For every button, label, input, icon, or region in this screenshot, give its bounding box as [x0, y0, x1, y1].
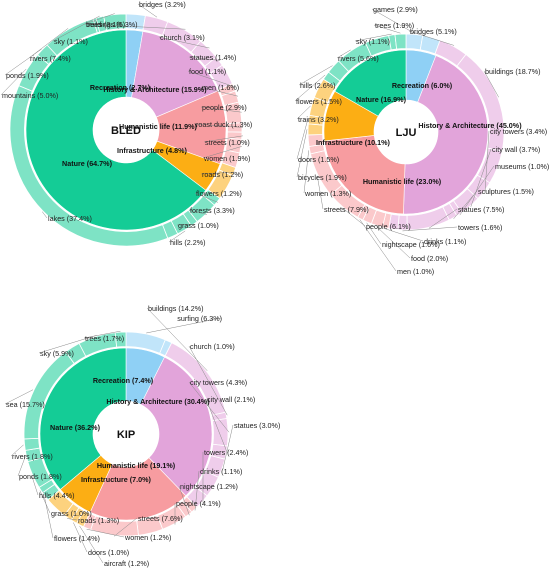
- outer-label-1-16: people (6.1%): [366, 222, 411, 231]
- outer-label-2-6: statues (3.0%): [234, 421, 280, 430]
- outer-slice-1-20: [308, 124, 323, 135]
- outer-label-2-3: church (1.0%): [190, 342, 235, 351]
- inner-label-nature-1: Nature (16.9%): [356, 95, 407, 104]
- outer-label-2-20: grass (1.0%): [51, 509, 92, 518]
- outer-slice-1-29: [395, 34, 406, 49]
- outer-label-0-8: people (2.9%): [202, 103, 247, 112]
- inner-label-infrastructure-2: Infrastructure (7.0%): [81, 475, 152, 484]
- outer-label-1-24: flowers (1.5%): [296, 97, 342, 106]
- outer-label-1-6: city wall (3.7%): [492, 145, 540, 154]
- outer-label-2-15: aircraft (1.2%): [104, 559, 149, 568]
- outer-label-2-8: towers (2.4%): [204, 448, 248, 457]
- outer-label-2-5: city wall (2.1%): [207, 395, 255, 404]
- outer-label-1-18: women (1.3%): [304, 189, 351, 198]
- inner-label-infrastructure-1: Infrastructure (10.1%): [316, 138, 390, 147]
- outer-label-0-9: roast duck (1.3%): [196, 120, 252, 129]
- sunburst-bled: bridges (3.2%)buildings (5.3%)church (3.…: [1, 0, 252, 247]
- outer-label-1-8: sculptures (1.5%): [478, 187, 534, 196]
- outer-label-0-4: statues (1.4%): [190, 53, 236, 62]
- outer-label-2-14: women (1.2%): [124, 533, 171, 542]
- chart-title-lju: LJU: [396, 127, 417, 139]
- outer-label-1-15: men (1.0%): [397, 267, 434, 276]
- outer-label-0-7: men (1.6%): [202, 83, 239, 92]
- outer-label-2-16: doors (1.0%): [88, 548, 129, 557]
- inner-label-infrastructure-0: Infrastructure (4.8%): [117, 146, 188, 155]
- outer-label-1-21: doors (1.5%): [298, 155, 339, 164]
- leader-line-1-21: [297, 119, 308, 159]
- outer-label-2-26: sky (5.9%): [40, 349, 74, 358]
- outer-label-2-23: rivers (1.8%): [12, 452, 53, 461]
- outer-label-0-22: ponds (1.9%): [6, 71, 49, 80]
- outer-label-1-2: bridges (5.1%): [410, 27, 457, 36]
- outer-label-0-26: trees (3.1%): [86, 20, 125, 29]
- outer-label-0-17: grass (1.0%): [178, 221, 219, 230]
- outer-label-1-10: towers (1.6%): [458, 223, 502, 232]
- inner-label-nature-2: Nature (36.2%): [50, 423, 101, 432]
- outer-label-2-2: buildings (14.2%): [148, 304, 204, 313]
- outer-label-2-27: trees (1.7%): [85, 334, 124, 343]
- outer-slice-2-23: [24, 438, 40, 450]
- outer-label-2-11: people (4.1%): [176, 499, 221, 508]
- outer-label-0-23: rivers (7.4%): [30, 54, 71, 63]
- outer-label-1-25: hills (2.6%): [300, 81, 336, 90]
- inner-label-recreation-1: Recreation (6.0%): [392, 81, 453, 90]
- outer-label-2-19: flowers (1.4%): [54, 534, 100, 543]
- outer-label-2-22: ponds (1.8%): [19, 472, 62, 481]
- outer-slice-2-4: [212, 419, 228, 446]
- outer-label-1-20: bicycles (1.9%): [298, 173, 347, 182]
- outer-label-0-11: women (1.9%): [203, 154, 250, 163]
- outer-label-2-24: sea (15.7%): [6, 400, 45, 409]
- outer-label-0-13: roads (1.2%): [202, 170, 243, 179]
- outer-label-0-3: church (3.1%): [160, 33, 205, 42]
- outer-label-0-10: streets (1.0%): [205, 138, 250, 147]
- sunburst-kip: surfing (6.3%)buildings (14.2%) church (1…: [5, 304, 280, 568]
- sunburst-lju: games (2.9%) bridges (5.1%) buildings (18.…: [295, 5, 549, 276]
- outer-label-1-14: nightscape (1.6%): [382, 240, 440, 249]
- inner-label-history-architecture-1: History & Architecture (45.0%): [418, 121, 522, 130]
- outer-label-2-9: drinks (1.1%): [200, 467, 242, 476]
- inner-label-humanistic-life-2: Humanistic life (19.1%): [97, 461, 176, 470]
- outer-label-1-17: streets (7.9%): [324, 205, 369, 214]
- outer-label-1-13: food (2.0%): [411, 254, 448, 263]
- chart-title-kip: KIP: [117, 429, 135, 441]
- outer-label-1-0: games (2.9%): [373, 5, 418, 14]
- outer-label-1-9: statues (7.5%): [458, 205, 504, 214]
- outer-label-1-22: trains (3.2%): [298, 115, 339, 124]
- outer-label-0-25: sky (1.1%): [54, 37, 88, 46]
- outer-label-2-13: streets (7.6%): [138, 514, 183, 523]
- outer-label-1-29: trees (1.9%): [375, 21, 414, 30]
- outer-label-0-15: flowers (1.2%): [196, 189, 242, 198]
- outer-label-0-20: lakes (37.4%): [48, 214, 92, 223]
- outer-label-2-21: hills (4.4%): [39, 491, 75, 500]
- inner-label-humanistic-life-0: Humanistic life (11.9%): [119, 122, 197, 131]
- outer-label-1-28: sky (1.1%): [356, 37, 390, 46]
- outer-label-2-10: nightscape (1.2%): [180, 482, 238, 491]
- inner-label-history-architecture-0: History & Architecture (15.9%): [103, 85, 207, 94]
- outer-label-0-16: forests (3.3%): [190, 206, 235, 215]
- outer-label-2-4: city towers (4.3%): [190, 378, 247, 387]
- inner-label-nature-0: Nature (64.7%): [62, 159, 113, 168]
- outer-label-1-26: rivers (5.6%): [338, 54, 379, 63]
- outer-label-0-21: mountains (5.0%): [2, 91, 58, 100]
- inner-label-humanistic-life-1: Humanistic life (23.0%): [363, 177, 442, 186]
- inner-label-recreation-2: Recreation (7.4%): [93, 376, 154, 385]
- inner-label-history-architecture-2: History & Architecture (30.4%): [106, 397, 210, 406]
- outer-label-1-3: buildings (18.7%): [485, 67, 541, 76]
- outer-label-2-0: surfing (6.3%): [177, 314, 222, 323]
- outer-label-0-6: food (1.1%): [189, 67, 226, 76]
- outer-label-0-1: bridges (3.2%): [139, 0, 186, 9]
- outer-label-0-18: hills (2.2%): [170, 238, 206, 247]
- outer-slice-1-0: [406, 34, 423, 50]
- outer-label-1-7: museums (1.0%): [495, 162, 549, 171]
